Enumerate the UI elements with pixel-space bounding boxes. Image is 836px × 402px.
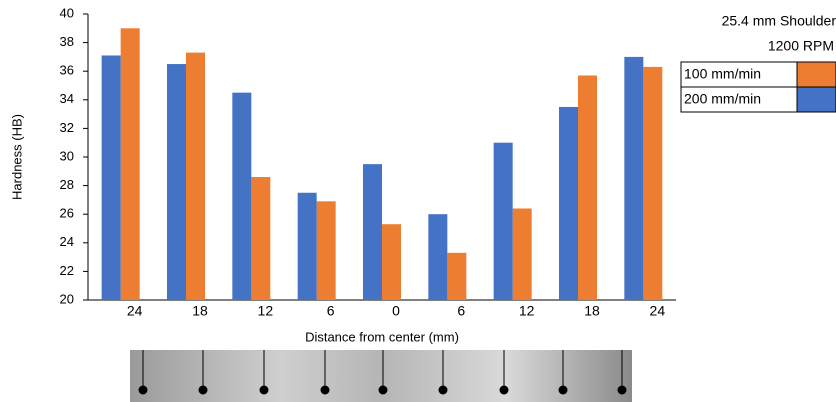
legend-label: 200 mm/min xyxy=(684,91,761,107)
bar xyxy=(559,107,578,300)
chart: Hardness (HB) Distance from center (mm) … xyxy=(0,0,836,402)
x-axis-title: Distance from center (mm) xyxy=(305,329,459,344)
y-tick-label: 38 xyxy=(60,34,74,49)
bar xyxy=(363,164,382,300)
bar xyxy=(428,214,447,300)
x-tick-label: 0 xyxy=(392,303,400,319)
legend-swatch xyxy=(797,62,836,87)
bar xyxy=(298,193,317,300)
bar xyxy=(382,224,401,300)
bar xyxy=(167,64,186,300)
bar xyxy=(494,143,513,300)
bar xyxy=(643,67,662,300)
legend-title: 25.4 mm Shoulder xyxy=(722,13,836,29)
bar xyxy=(624,57,643,300)
x-tick-label: 12 xyxy=(519,303,535,319)
bar xyxy=(513,208,532,300)
y-tick-label: 30 xyxy=(60,148,74,163)
y-tick-label: 34 xyxy=(60,91,74,106)
x-tick-label: 18 xyxy=(584,303,600,319)
legend-subtitle: 1200 RPM xyxy=(768,38,834,54)
x-tick-label: 18 xyxy=(192,303,208,319)
bar xyxy=(232,93,251,300)
bar xyxy=(186,53,205,300)
legend-label: 100 mm/min xyxy=(684,66,761,82)
y-tick-label: 24 xyxy=(60,234,74,249)
y-tick-label: 26 xyxy=(60,206,74,221)
bar xyxy=(447,253,466,300)
bar xyxy=(121,28,140,300)
weld-image xyxy=(130,350,632,402)
legend-swatch xyxy=(797,87,836,112)
x-tick-label: 24 xyxy=(650,303,666,319)
y-tick-label: 32 xyxy=(60,120,74,135)
x-tick-label: 12 xyxy=(258,303,274,319)
bar xyxy=(251,177,270,300)
bar xyxy=(102,55,121,300)
y-tick-label: 28 xyxy=(60,177,74,192)
y-tick-label: 40 xyxy=(60,5,74,20)
y-tick-label: 22 xyxy=(60,263,74,278)
bar xyxy=(578,75,597,300)
bar xyxy=(317,201,336,300)
x-tick-label: 6 xyxy=(457,303,465,319)
y-tick-label: 36 xyxy=(60,63,74,78)
y-axis-title: Hardness (HB) xyxy=(9,114,24,200)
x-tick-label: 24 xyxy=(127,303,143,319)
x-tick-label: 6 xyxy=(327,303,335,319)
y-tick-label: 20 xyxy=(60,291,74,306)
